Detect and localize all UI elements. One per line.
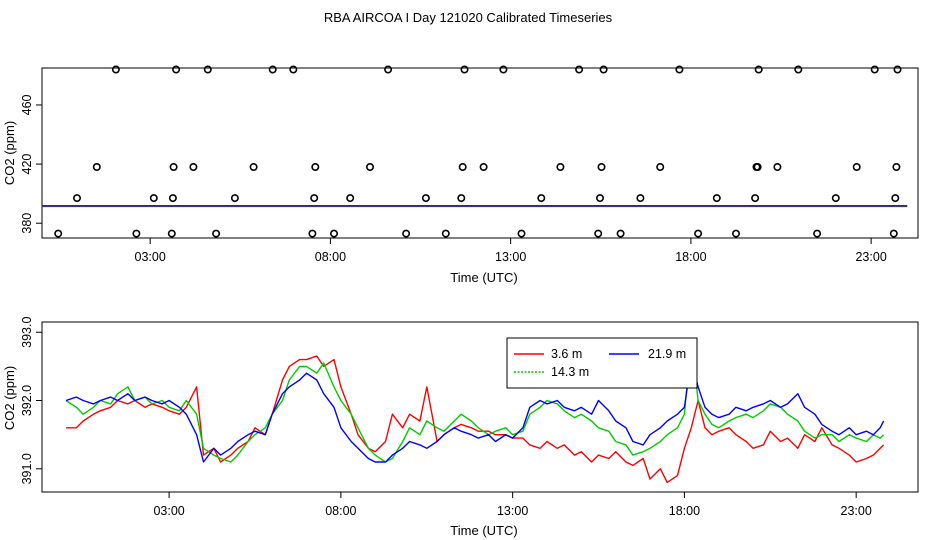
bottom-x-tick-label: 23:00: [841, 504, 872, 518]
top-axis-ticks: 03:00 08:00 13:00 18:00 23:00 380 420 460: [20, 94, 887, 264]
top-y-axis-label: CO2 (ppm): [2, 121, 17, 185]
scatter-point: [441, 229, 450, 238]
scatter-point: [773, 163, 782, 172]
top-y-tick-label: 420: [20, 154, 34, 175]
scatter-point: [308, 229, 317, 238]
scatter-point: [73, 194, 82, 203]
top-x-tick-label: 13:00: [495, 250, 526, 264]
top-x-tick-label: 18:00: [675, 250, 706, 264]
scatter-point: [517, 229, 526, 238]
legend: 3.6 m 21.9 m 14.3 m: [506, 337, 698, 389]
bottom-x-tick-label: 08:00: [325, 504, 356, 518]
scatter-point: [457, 194, 466, 203]
bottom-y-tick-label: 392.0: [20, 385, 34, 416]
legend-label-3-6m: 3.6 m: [551, 347, 582, 361]
bottom-x-tick-label: 18:00: [669, 504, 700, 518]
scatter-point: [249, 163, 258, 172]
scatter-point: [813, 229, 822, 238]
scatter-point: [289, 65, 298, 74]
scatter-point: [203, 65, 212, 74]
scatter-point: [656, 163, 665, 172]
scatter-point: [889, 229, 898, 238]
top-x-axis-label: Time (UTC): [450, 270, 517, 285]
top-y-tick-label: 460: [20, 94, 34, 115]
bottom-panel: 03:00 08:00 13:00 18:00 23:00 391.0 392.0 393.0…: [2, 317, 919, 538]
scatter-point: [384, 65, 393, 74]
scatter-point: [595, 194, 604, 203]
scatter-point: [731, 229, 740, 238]
scatter-point: [268, 65, 277, 74]
scatter-point: [479, 163, 488, 172]
scatter-point: [167, 229, 176, 238]
scatter-point: [499, 65, 508, 74]
scatter-point: [751, 194, 760, 203]
scatter-point: [893, 65, 902, 74]
top-plot-frame: [41, 67, 919, 239]
figure-title: RBA AIRCOA I Day 121020 Calibrated Times…: [324, 10, 613, 25]
scatter-point: [310, 194, 319, 203]
scatter-point: [599, 65, 608, 74]
scatter-point: [402, 229, 411, 238]
scatter-point: [754, 65, 763, 74]
bottom-x-tick-label: 13:00: [497, 504, 528, 518]
scatter-point: [794, 65, 803, 74]
bottom-x-axis-label: Time (UTC): [450, 523, 517, 538]
top-points: [54, 65, 902, 238]
scatter-point: [892, 163, 901, 172]
scatter-point: [189, 163, 198, 172]
scatter-point: [149, 194, 158, 203]
scatter-point: [616, 229, 625, 238]
scatter-point: [556, 163, 565, 172]
bottom-y-tick-label: 393.0: [20, 317, 34, 348]
bottom-series-21-9-m: [65, 358, 885, 463]
scatter-point: [169, 163, 178, 172]
scatter-point: [694, 229, 703, 238]
scatter-point: [311, 163, 320, 172]
scatter-point: [421, 194, 430, 203]
scatter-point: [537, 194, 546, 203]
scatter-point: [346, 194, 355, 203]
scatter-point: [172, 65, 181, 74]
top-x-tick-label: 23:00: [855, 250, 886, 264]
bottom-y-axis-label: CO2 (ppm): [2, 366, 17, 430]
scatter-point: [675, 65, 684, 74]
top-x-tick-label: 08:00: [315, 250, 346, 264]
legend-label-14-3m: 14.3 m: [551, 365, 589, 379]
scatter-point: [212, 229, 221, 238]
scatter-point: [54, 229, 63, 238]
scatter-point: [575, 65, 584, 74]
top-series-lines: [42, 205, 908, 208]
bottom-series-14-3-m: [65, 338, 885, 463]
scatter-point: [636, 194, 645, 203]
scatter-point: [132, 229, 141, 238]
scatter-point: [365, 163, 374, 172]
legend-box: [506, 337, 698, 389]
scatter-point: [168, 194, 177, 203]
scatter-point: [870, 65, 879, 74]
scatter-point: [458, 163, 467, 172]
scatter-point: [712, 194, 721, 203]
scatter-point: [852, 163, 861, 172]
scatter-point: [111, 65, 120, 74]
legend-label-21-9m: 21.9 m: [648, 347, 686, 361]
scatter-point: [230, 194, 239, 203]
scatter-point: [460, 65, 469, 74]
bottom-series-lines: [65, 338, 885, 484]
top-panel: 03:00 08:00 13:00 18:00 23:00 380 420 460 Time …: [2, 65, 919, 285]
top-y-tick-label: 380: [20, 213, 34, 234]
scatter-point: [594, 229, 603, 238]
scatter-point: [753, 163, 762, 172]
bottom-x-tick-label: 03:00: [153, 504, 184, 518]
scatter-point: [597, 163, 606, 172]
bottom-axis-ticks: 03:00 08:00 13:00 18:00 23:00 391.0 392.0 393.0: [20, 317, 872, 518]
scatter-point: [831, 194, 840, 203]
top-x-tick-label: 03:00: [135, 250, 166, 264]
bottom-plot-frame: [41, 321, 919, 493]
scatter-point: [891, 194, 900, 203]
bottom-y-tick-label: 391.0: [20, 453, 34, 484]
scatter-point: [92, 163, 101, 172]
scatter-point: [329, 229, 338, 238]
